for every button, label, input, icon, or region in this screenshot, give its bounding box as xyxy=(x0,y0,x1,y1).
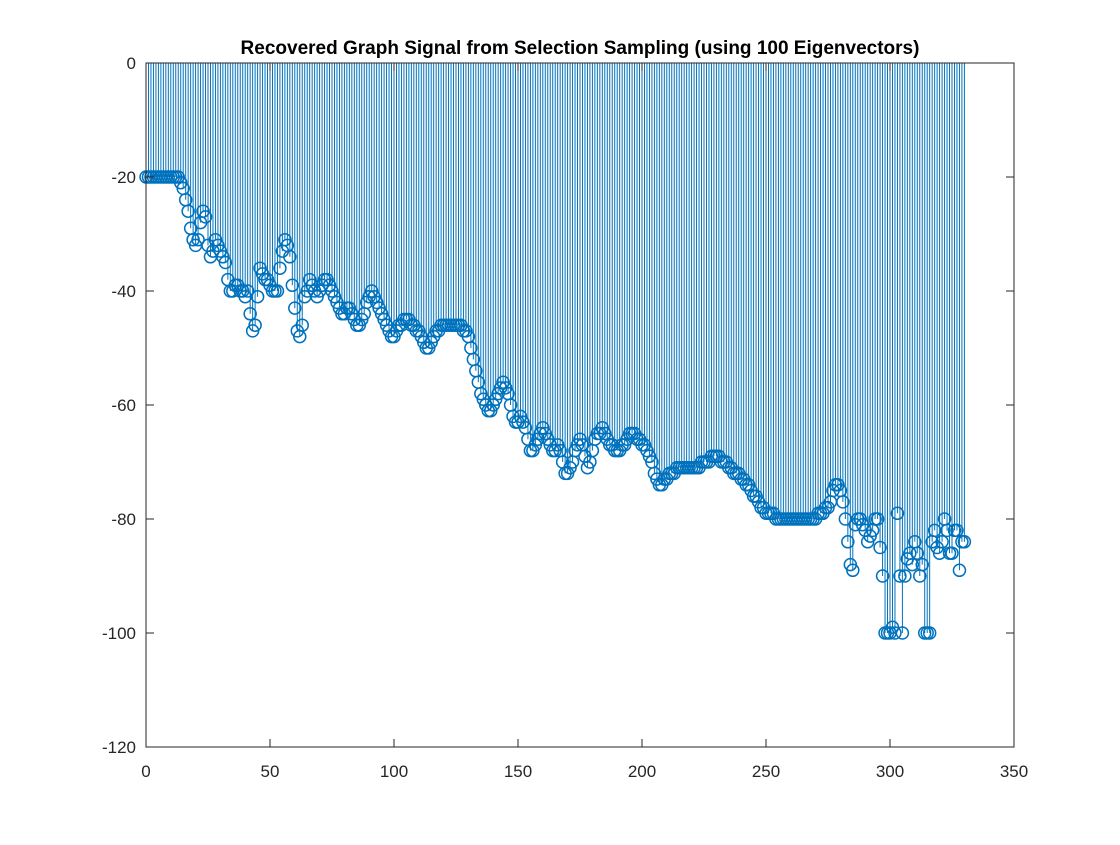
stem-marker xyxy=(870,512,885,526)
stem-lines xyxy=(145,63,965,633)
stem-marker xyxy=(218,255,233,270)
y-tick-label: -40 xyxy=(111,282,136,301)
stem-marker xyxy=(285,278,300,293)
stem-marker xyxy=(191,232,205,247)
stem-marker xyxy=(295,318,309,332)
stem-marker xyxy=(836,495,850,509)
stem-marker xyxy=(952,563,967,578)
stem-marker xyxy=(922,626,937,640)
x-tick-label: 0 xyxy=(141,762,150,781)
stem-marker xyxy=(935,535,949,549)
stem-marker xyxy=(940,523,954,538)
stem-marker xyxy=(243,307,257,321)
stem-marker xyxy=(248,318,262,332)
stem-marker xyxy=(270,284,285,298)
stem-marker xyxy=(945,546,959,560)
stem-marker xyxy=(198,210,213,224)
y-tick-label: -100 xyxy=(102,624,136,643)
stem-marker xyxy=(957,535,972,549)
stem-marker xyxy=(250,289,265,304)
x-tick-label: 350 xyxy=(1000,762,1028,781)
stem-marker xyxy=(273,261,287,275)
stem-marker xyxy=(875,569,890,583)
y-tick-label: -120 xyxy=(102,738,136,757)
stem-marker xyxy=(240,284,255,298)
stem-marker xyxy=(910,546,925,560)
y-tick-label: -60 xyxy=(111,396,136,415)
x-tick-label: 300 xyxy=(876,762,904,781)
y-tick-label: 0 xyxy=(127,54,136,73)
x-axis: 0 50 100 150 200 250 300 350 xyxy=(141,63,1028,781)
stem-marker xyxy=(288,301,302,315)
stem-marker xyxy=(181,204,195,218)
stem-marker xyxy=(898,569,912,583)
stem-marker xyxy=(888,626,902,640)
stem-marker xyxy=(890,506,905,521)
y-axis: 0 -20 -40 -60 -80 -100 -120 xyxy=(102,54,1014,757)
x-tick-label: 100 xyxy=(380,762,408,781)
stem-marker xyxy=(841,535,855,549)
stem-marker xyxy=(895,626,910,640)
stem-marker xyxy=(950,523,964,538)
x-tick-label: 50 xyxy=(261,762,280,781)
stem-marker xyxy=(873,540,887,555)
stem-marker xyxy=(905,557,920,572)
stem-marker xyxy=(283,250,297,264)
stem-marker xyxy=(846,563,860,578)
stem-markers xyxy=(139,170,972,640)
x-tick-label: 250 xyxy=(752,762,780,781)
y-tick-label: -20 xyxy=(111,168,136,187)
x-tick-label: 150 xyxy=(504,762,532,781)
stem-marker xyxy=(915,557,929,572)
x-tick-label: 200 xyxy=(628,762,656,781)
y-tick-label: -80 xyxy=(111,510,136,529)
chart-title: Recovered Graph Signal from Selection Sa… xyxy=(241,38,920,59)
stem-marker xyxy=(893,569,907,583)
